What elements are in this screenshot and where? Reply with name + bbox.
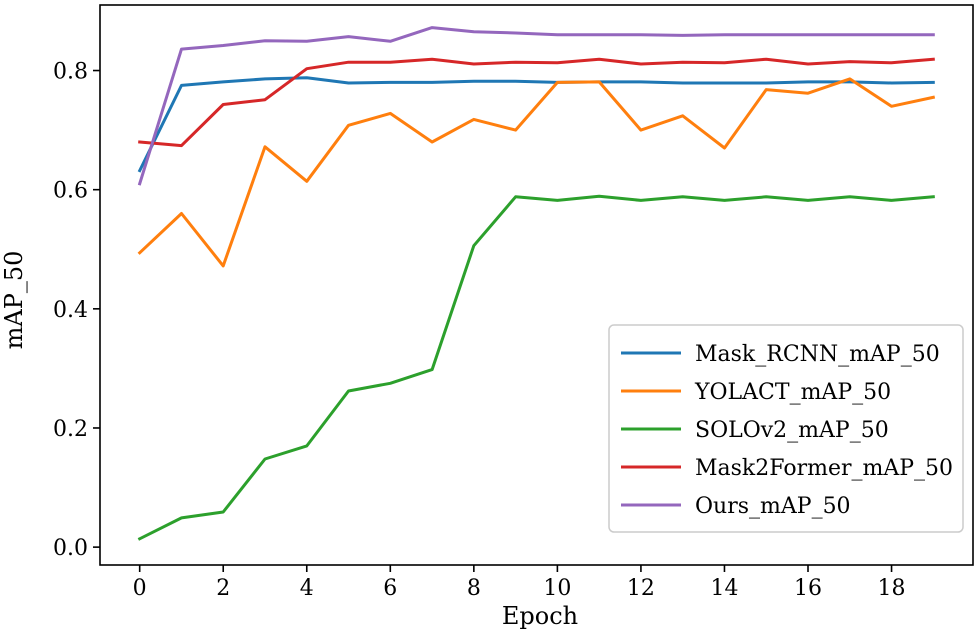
x-tick-label: 8 [467, 576, 481, 601]
y-axis-ticks: 0.0 0.2 0.4 0.6 0.8 [53, 60, 100, 561]
series-line-mask2former-map-50 [138, 57, 935, 148]
y-tick-label: 0.4 [53, 298, 88, 323]
x-tick-label: 0 [133, 576, 147, 601]
x-tick-label: 14 [710, 576, 738, 601]
legend-label: Mask2Former_mAP_50 [695, 456, 953, 481]
y-tick-label: 0.8 [53, 60, 88, 85]
series-line-yolact-map-50 [137, 77, 936, 268]
x-tick-label: 6 [383, 576, 397, 601]
legend-box [608, 324, 964, 533]
legend: Mask_RCNN_mAP_50 YOLACT_mAP_50 SOLOv2_mAP_… [608, 324, 964, 533]
legend-label: YOLACT_mAP_50 [694, 380, 891, 405]
x-tick-label: 12 [627, 576, 655, 601]
legend-label: Ours_mAP_50 [695, 494, 851, 519]
axes-frame [99, 4, 974, 566]
x-tick-label: 16 [794, 576, 822, 601]
y-tick-label: 0.6 [53, 179, 88, 204]
x-tick-label: 10 [543, 576, 571, 601]
series-line-solov2-map-50 [137, 194, 935, 541]
y-tick-label: 0.2 [53, 417, 88, 442]
x-axis-ticks: 0 2 4 6 8 10 12 14 16 18 [133, 565, 906, 601]
series-lines [137, 26, 936, 541]
x-tick-label: 18 [878, 576, 906, 601]
x-tick-label: 4 [300, 576, 314, 601]
y-axis-title: mAP_50 [0, 251, 28, 350]
y-tick-label: 0.0 [53, 536, 88, 561]
legend-label: SOLOv2_mAP_50 [695, 418, 889, 443]
series-line-ours-map-50 [137, 26, 935, 186]
x-tick-label: 2 [216, 576, 230, 601]
axes-border [99, 4, 974, 566]
legend-label: Mask_RCNN_mAP_50 [695, 342, 940, 367]
x-axis-title: Epoch [502, 602, 578, 630]
series-line-mask-rcnn-map-50 [137, 76, 935, 173]
